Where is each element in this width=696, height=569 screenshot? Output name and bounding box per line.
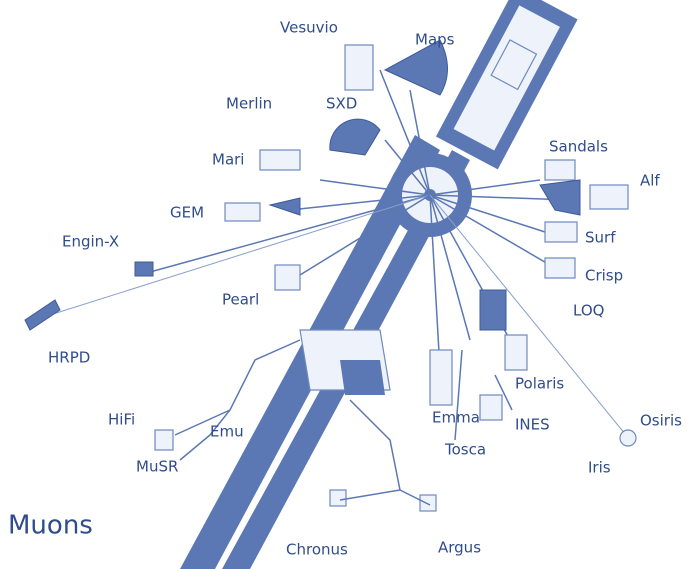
instrument-label: Sandals — [549, 138, 608, 156]
instrument-label: Engin-X — [62, 233, 119, 251]
instrument-label: Chronus — [286, 541, 348, 559]
instrument-label: Argus — [438, 539, 481, 557]
instrument-label: Crisp — [585, 267, 623, 285]
instrument-label: HRPD — [48, 349, 90, 367]
instrument-label: LOQ — [573, 302, 604, 320]
instrument-label: Emu — [210, 423, 244, 441]
instrument-label: HiFi — [108, 411, 135, 429]
instrument-label: Pearl — [222, 291, 259, 309]
instrument-label: INES — [515, 416, 550, 434]
instrument-label: SXD — [326, 95, 357, 113]
instrument-label: Polaris — [515, 375, 564, 393]
instrument-label: Mari — [212, 151, 244, 169]
instrument-label: Tosca — [444, 441, 486, 459]
instrument-label: MuSR — [136, 458, 178, 476]
section-title: Muons — [8, 511, 93, 541]
instrument-label: Iris — [588, 459, 611, 477]
instrument-label: Alf — [640, 172, 660, 190]
instrument-label: Osiris — [640, 412, 682, 430]
instrument-label: Vesuvio — [280, 19, 338, 37]
instrument-label: Emma — [432, 409, 480, 427]
instrument-label: GEM — [170, 204, 204, 222]
instrument-label: Surf — [585, 229, 616, 247]
instrument-label: Maps — [415, 31, 455, 49]
facility-diagram: Vesuvio Maps Merlin SXD Sandals Alf Mari… — [0, 0, 696, 569]
instrument-label: Merlin — [226, 95, 272, 113]
